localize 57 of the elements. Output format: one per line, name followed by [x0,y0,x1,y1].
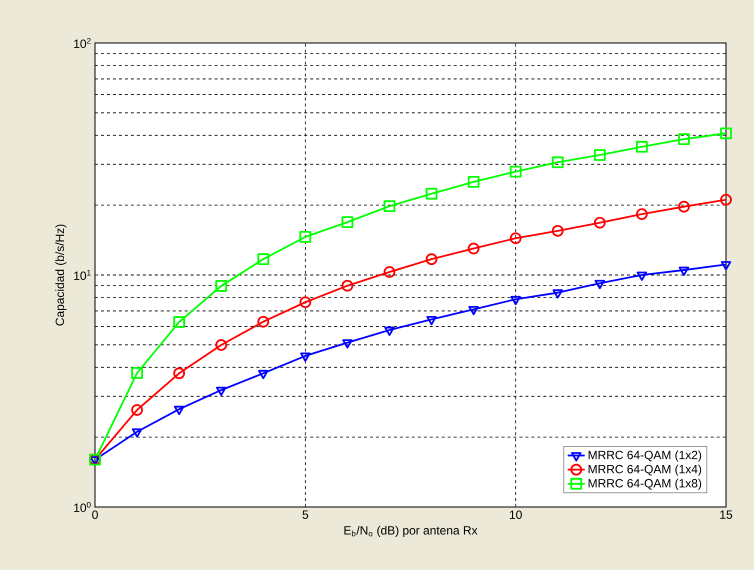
legend-label: MRRC 64-QAM (1x2) [588,450,702,462]
point [678,266,690,276]
point [299,230,312,243]
point [299,296,312,308]
point [510,232,522,244]
y-tick-label: 10$^{2}$ [74,38,91,48]
x-tick-label: 10 [510,510,522,519]
point [215,339,228,351]
point [636,272,648,281]
point [131,367,143,379]
point [342,280,354,292]
y-axis-title: Capacidad (b/s/Hz) [55,224,66,326]
point [720,127,732,140]
y-tick-label: 10$^{1}$ [74,270,91,280]
point [594,149,606,161]
point [636,140,648,153]
point [510,166,522,178]
point [173,316,186,328]
point [426,253,438,266]
point [300,352,311,362]
point [174,406,184,416]
point [426,316,437,326]
point [720,261,732,270]
point [215,280,228,292]
point [426,188,438,200]
point [468,242,480,254]
point [678,133,690,146]
point [384,326,395,336]
point [257,253,270,266]
point [594,280,606,290]
point [594,216,606,229]
point [258,370,268,380]
point [552,156,564,168]
point [342,339,353,349]
point [552,289,563,299]
point [510,296,521,306]
x-tick-label: 0 [92,510,98,519]
point [720,194,732,206]
point [216,386,226,396]
point [552,224,564,237]
x-tick-label: 5 [302,510,308,519]
point [468,176,480,188]
point [131,404,143,416]
point [678,200,690,213]
y-tick-label: 10$^{0}$ [74,502,91,512]
point [342,216,354,228]
legend-label: MRRC 64-QAM (1x8) [588,478,702,490]
point [384,266,396,278]
point [257,316,270,328]
x-tick-label: 15 [720,510,732,519]
x-axis-title: E$_{b}$/N$_{o}$ (dB) por antena Rx [344,526,478,537]
legend-label: MRRC 64-QAM (1x4) [588,464,702,476]
point [173,367,186,380]
point [384,200,396,212]
point [132,428,142,438]
point [468,306,479,316]
point [636,208,648,220]
